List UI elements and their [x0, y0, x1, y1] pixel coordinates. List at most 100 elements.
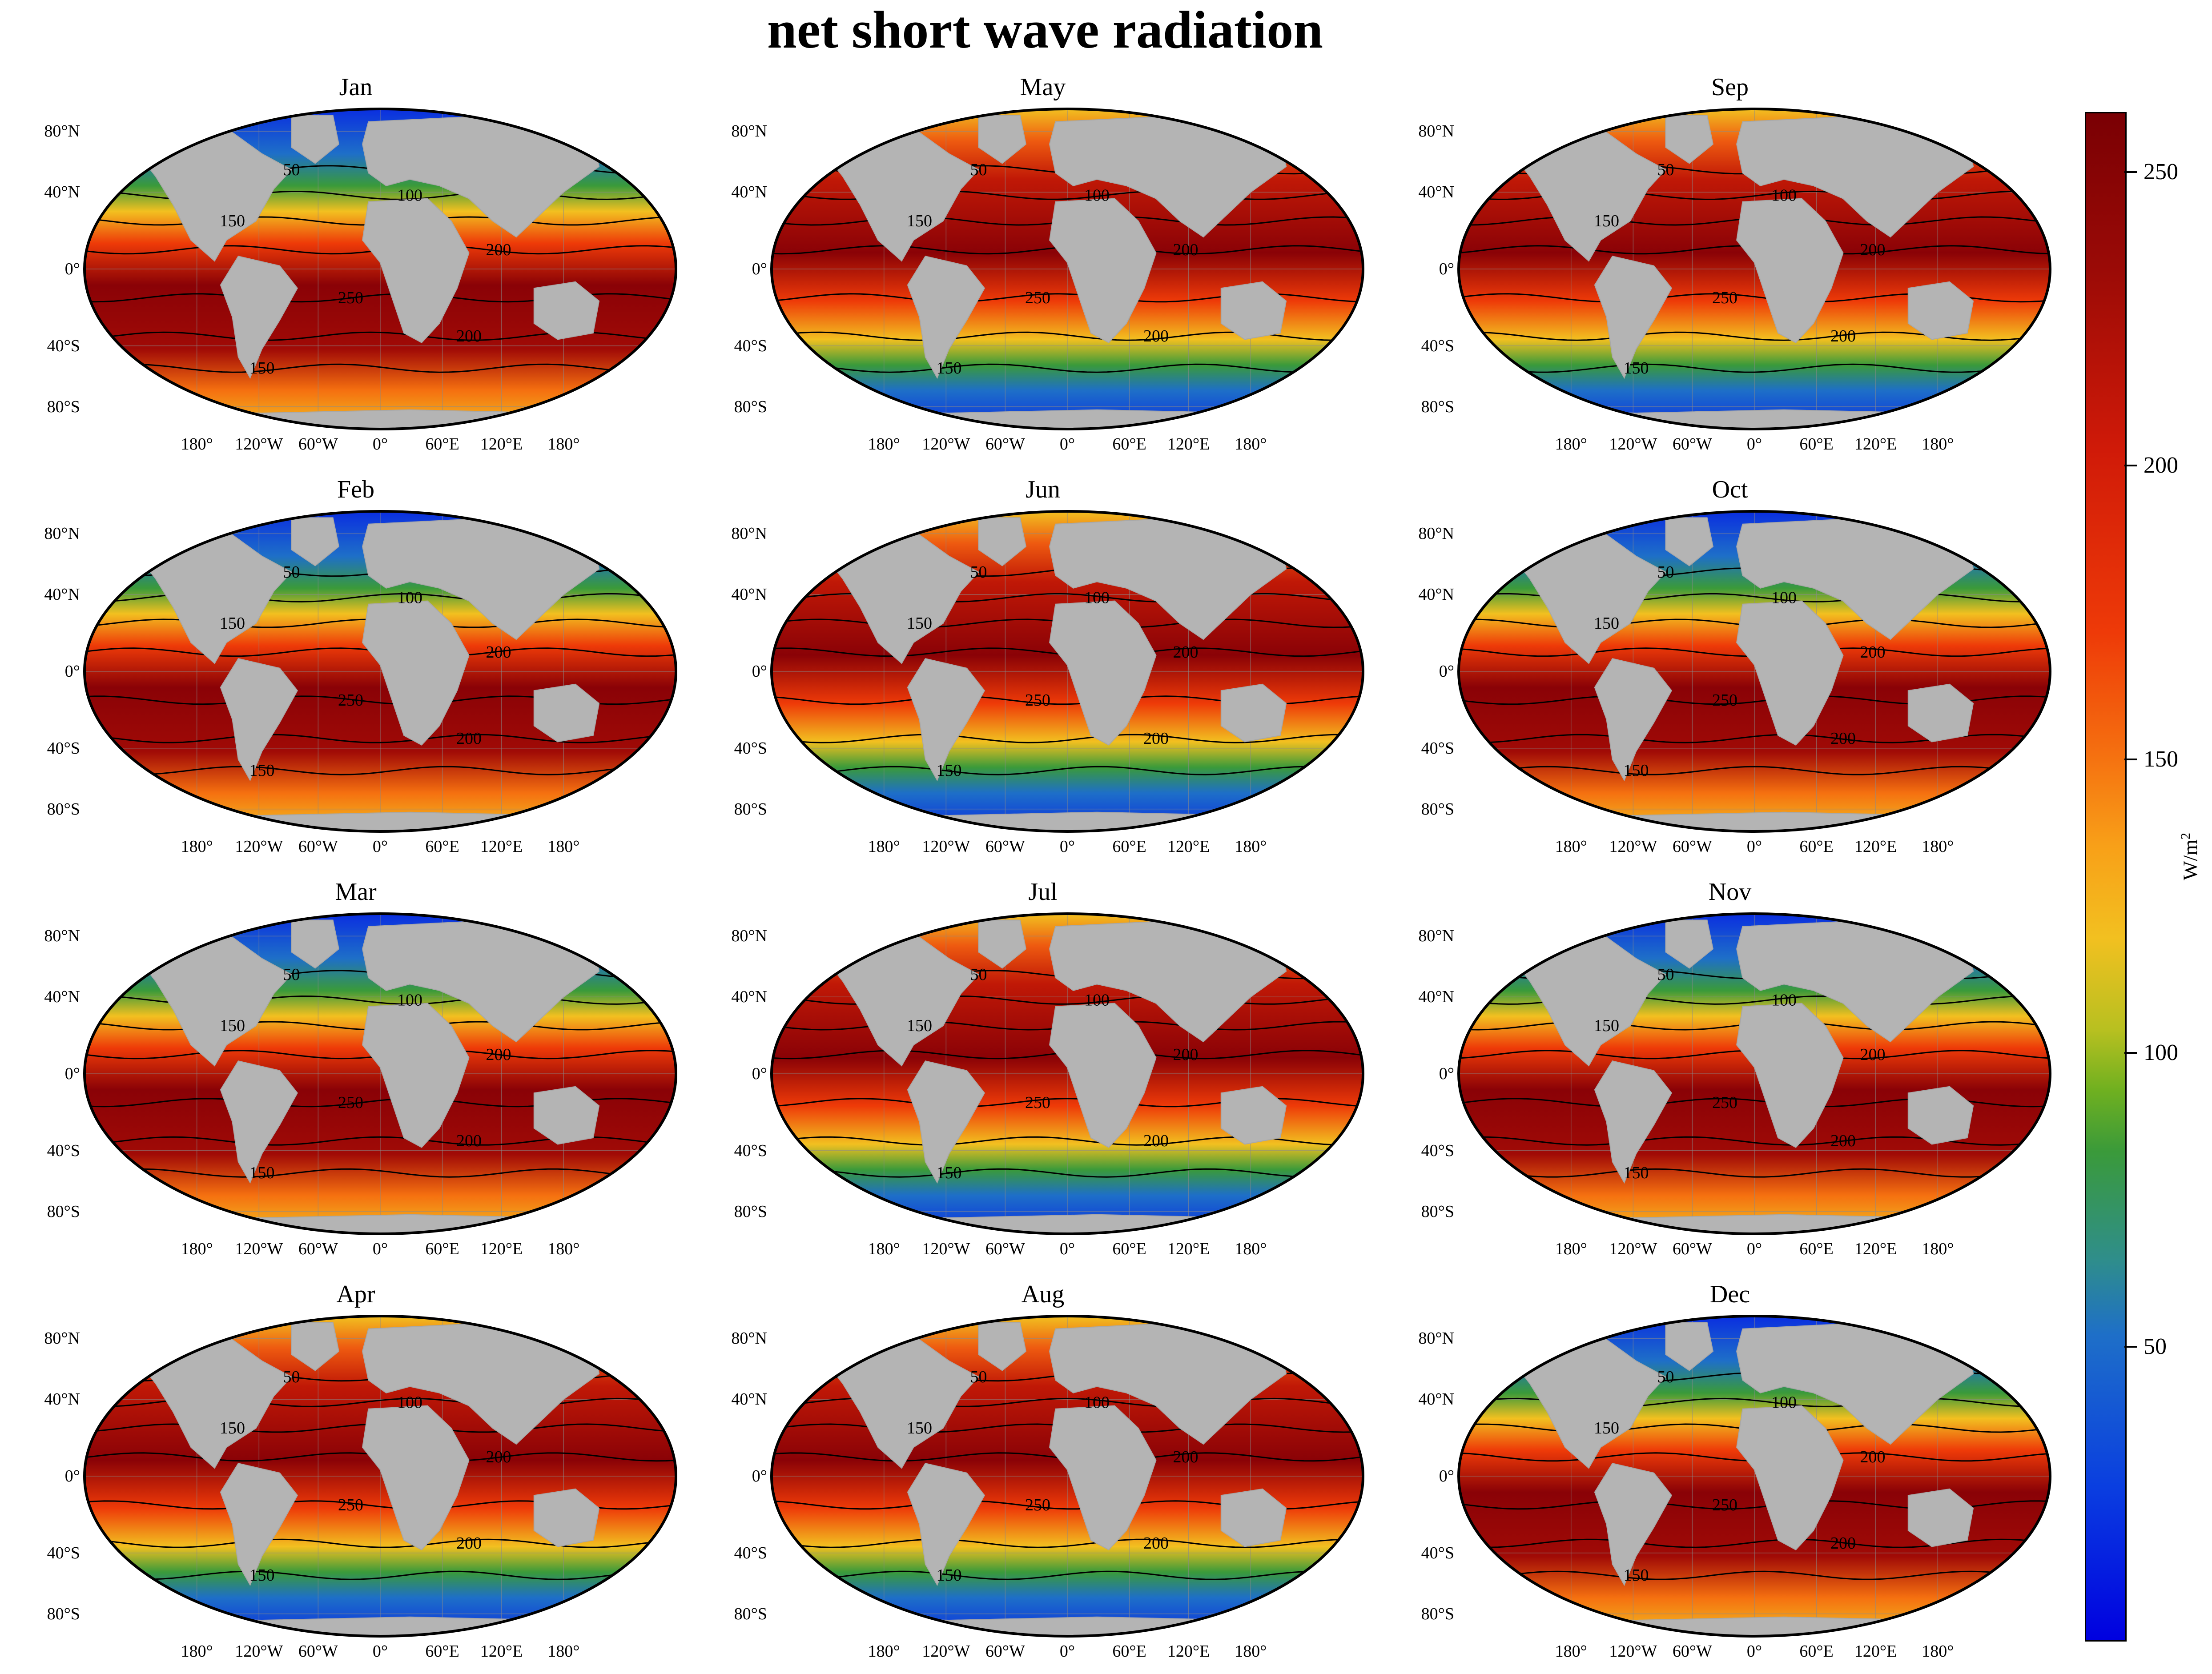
land-mass	[978, 919, 1027, 969]
longitude-label: 180°	[868, 1642, 900, 1661]
land-mass	[907, 1060, 985, 1184]
contour-label: 50	[1657, 161, 1674, 179]
contour-label: 150	[907, 1016, 932, 1035]
longitude-label: 180°	[868, 435, 900, 454]
longitude-label: 60°W	[1672, 837, 1712, 856]
land-mass	[1594, 256, 1672, 379]
contour-line	[772, 1570, 1363, 1580]
land-mass	[1594, 1463, 1672, 1586]
latitude-label: 40°N	[44, 585, 80, 604]
land-mass	[1049, 600, 1157, 746]
longitude-label: 120°W	[922, 1642, 970, 1661]
contour-label: 200	[486, 1045, 511, 1064]
robinson-map: 50 100 150 200 250 200 150	[83, 108, 677, 430]
longitude-label: 120°W	[922, 435, 970, 454]
contour-line	[84, 1538, 676, 1548]
land-mass	[907, 658, 985, 782]
contour-line	[1459, 331, 2050, 341]
longitude-label: 180°	[547, 435, 580, 454]
land-mass	[1907, 683, 1974, 743]
robinson-map: 50 100 150 200 250 200 150	[770, 912, 1364, 1235]
map-frame	[770, 108, 1364, 430]
land-mass	[824, 1335, 980, 1469]
contour-label: 250	[1712, 289, 1737, 307]
map-frame	[1457, 108, 2051, 430]
map-frame	[1457, 1315, 2051, 1638]
colorbar-tick-label: 150	[2144, 746, 2178, 772]
contour-label: 150	[1624, 761, 1649, 780]
latitude-label: 40°N	[44, 1390, 80, 1409]
latitude-label: 80°S	[47, 1604, 80, 1623]
latitude-label: 80°N	[731, 122, 767, 141]
land-mass	[220, 1463, 298, 1586]
longitude-label: 60°E	[425, 1642, 459, 1661]
land-mass	[362, 198, 470, 343]
latitude-label: 80°S	[47, 799, 80, 819]
contour-label: 150	[907, 614, 932, 633]
map-panel: 50 100 150 200 250 200 150 Mar 80°N 40°N 0° 40°S 80°…	[27, 878, 685, 1272]
contour-label: 50	[283, 1368, 300, 1386]
contour-label: 150	[1594, 614, 1619, 633]
longitude-label: 180°	[547, 1240, 580, 1258]
longitude-label: 60°W	[298, 837, 338, 856]
latitude-label: 40°N	[731, 1390, 767, 1409]
latitude-label: 40°S	[734, 739, 767, 758]
contour-label: 100	[397, 991, 422, 1009]
map-panel: 50 100 150 200 250 200 150 Jun 80°N 40°N 0° 40°S 80°…	[714, 476, 1372, 869]
land-mass	[1736, 198, 1844, 343]
longitude-label: 180°	[1555, 1642, 1587, 1661]
contour-label: 150	[937, 1566, 962, 1585]
contour-label: 200	[486, 1448, 511, 1466]
panel-title: Jul	[1028, 878, 1058, 906]
land-mass	[1220, 1086, 1287, 1145]
contour-line	[772, 1168, 1363, 1178]
map-frame	[83, 1315, 677, 1638]
contour-label: 150	[220, 1419, 245, 1437]
longitude-label: 60°W	[985, 435, 1025, 454]
colorbar-tick	[2124, 465, 2137, 467]
longitude-label: 60°W	[298, 435, 338, 454]
latitude-label: 80°S	[1421, 1604, 1454, 1623]
latitude-label: 0°	[64, 260, 80, 278]
latitude-label: 0°	[752, 662, 767, 681]
longitude-label: 60°W	[985, 837, 1025, 856]
contour-label: 150	[1594, 1016, 1619, 1035]
contour-label: 250	[338, 1093, 363, 1112]
latitude-label: 40°N	[1418, 988, 1454, 1007]
contour-label: 50	[970, 965, 987, 984]
longitude-label: 120°E	[1854, 435, 1897, 454]
contour-label: 100	[397, 1393, 422, 1412]
longitude-label: 180°	[181, 837, 213, 856]
latitude-label: 80°N	[731, 927, 767, 946]
contour-label: 200	[1143, 327, 1169, 345]
land-mass	[824, 932, 980, 1067]
contour-label: 150	[220, 212, 245, 230]
panel-title: May	[1020, 73, 1066, 101]
robinson-map: 50 100 150 200 250 200 150	[770, 108, 1364, 430]
contour-label: 200	[1143, 729, 1169, 748]
land-mass	[137, 932, 293, 1067]
land-mass	[1665, 115, 1714, 164]
map-panel: 50 100 150 200 250 200 150 Feb 80°N 40°N 0° 40°S 80°…	[27, 476, 685, 869]
land-mass	[1049, 1405, 1157, 1550]
longitude-label: 60°W	[298, 1642, 338, 1661]
map-frame	[1457, 510, 2051, 833]
map-frame	[83, 912, 677, 1235]
contour-label: 250	[338, 289, 363, 307]
contour-label: 150	[1624, 1566, 1649, 1585]
colorbar-tick-label: 100	[2144, 1040, 2178, 1066]
latitude-label: 0°	[1439, 1064, 1454, 1083]
land-mass	[1511, 530, 1667, 664]
contour-line	[1459, 1168, 2050, 1178]
contour-label: 150	[1624, 1164, 1649, 1182]
colorbar	[2085, 112, 2127, 1642]
land-mass	[1736, 1003, 1844, 1148]
contour-label: 150	[1594, 212, 1619, 230]
longitude-label: 60°E	[425, 837, 459, 856]
land-mass	[220, 1060, 298, 1184]
contour-label: 250	[1025, 1093, 1050, 1112]
robinson-map: 50 100 150 200 250 200 150	[1457, 510, 2051, 833]
contour-label: 250	[1712, 691, 1737, 710]
longitude-label: 180°	[868, 837, 900, 856]
